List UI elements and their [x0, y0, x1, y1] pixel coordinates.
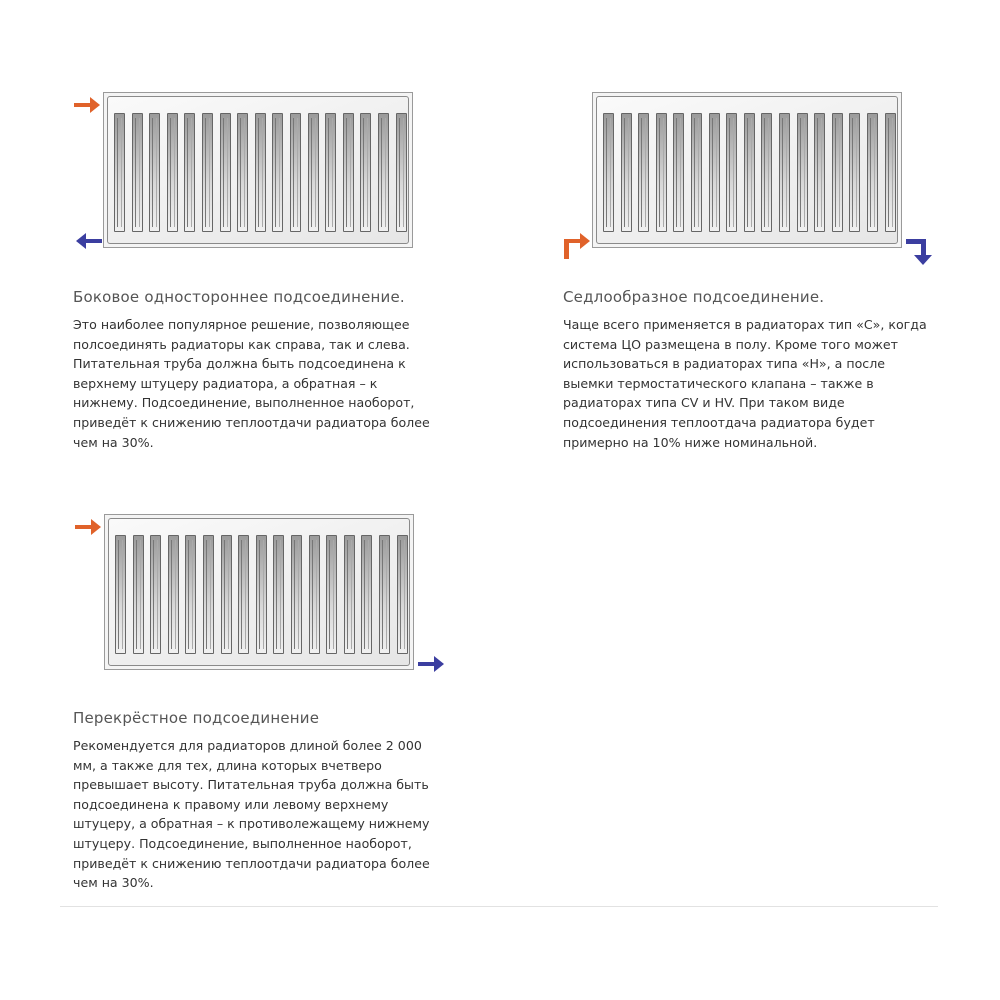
- radiator-fin: [326, 535, 338, 654]
- description-line: полсоединять радиаторы как справа, так и…: [73, 336, 410, 352]
- radiator-fin: [150, 535, 162, 654]
- radiator-fin: [237, 113, 249, 232]
- radiator-fin: [796, 113, 808, 232]
- radiator-fin: [220, 535, 232, 654]
- description-line: штуцеру, а обратная – к противолежащему …: [73, 816, 430, 832]
- description-line: использоваться в радиаторах типа «Н», а …: [563, 356, 886, 372]
- return-arrow-right-icon: [418, 656, 444, 672]
- section-description: Это наиболее популярное решение, позволя…: [73, 315, 453, 452]
- radiator-fin: [708, 113, 720, 232]
- radiator-fin: [655, 113, 667, 232]
- radiator-fin: [620, 113, 632, 232]
- radiator-fin: [308, 535, 320, 654]
- description-line: превышает высоту. Питательная труба долж…: [73, 777, 429, 793]
- supply-arrow-right-icon: [74, 97, 100, 113]
- radiator-fin: [867, 113, 878, 232]
- radiator-fin: [291, 535, 302, 654]
- radiator-fin: [360, 113, 372, 232]
- radiator-fin: [254, 113, 266, 232]
- description-line: Рекомендуется для радиаторов длиной боле…: [73, 738, 422, 753]
- radiator-fin: [831, 113, 843, 232]
- return-arrow-left-icon: [76, 233, 102, 249]
- radiator-fin: [726, 113, 738, 232]
- radiator-fin: [325, 113, 337, 232]
- radiator-fin: [255, 535, 267, 654]
- radiator-fin: [185, 535, 197, 654]
- description-line: выемки термостатического клапана – также…: [563, 375, 874, 391]
- radiator-fin: [395, 113, 407, 232]
- radiator-fin: [114, 113, 125, 232]
- section-description: Чаще всего применяется в радиаторах тип …: [563, 315, 943, 452]
- radiator-fin: [273, 535, 285, 654]
- section-title: Боковое одностороннее подсоединение.: [73, 288, 405, 306]
- description-line: Питательная труба должна быть подсоедине…: [73, 356, 406, 372]
- description-line: радиаторах типа CV и HV. При таком виде: [563, 395, 845, 411]
- section-title: Седлообразное подсоединение.: [563, 288, 825, 306]
- radiator-fin: [184, 113, 196, 232]
- radiator-fin: [272, 113, 284, 232]
- description-line: чем на 30%.: [73, 434, 154, 450]
- radiator-fin: [166, 113, 178, 232]
- description-line: приведёт к снижению теплоотдачи радиатор…: [73, 414, 430, 430]
- radiator-fin: [779, 113, 790, 232]
- description-line: приведёт к снижению теплоотдачи радиатор…: [73, 855, 430, 871]
- description-line: система ЦО размещена в полу. Кроме того …: [563, 336, 899, 352]
- supply-arrow-up-right-icon: [564, 233, 590, 259]
- description-line: Это наиболее популярное решение, позволя…: [73, 317, 410, 332]
- radiator-fin: [691, 113, 702, 232]
- radiator-cross-connection-icon: [104, 514, 414, 670]
- radiator-fin: [307, 113, 319, 232]
- radiator-fin: [149, 113, 161, 232]
- description-line: мм, а также для тех, длина которых вчетв…: [73, 757, 382, 773]
- radiator-fin: [202, 113, 213, 232]
- section-title: Перекрёстное подсоединение: [73, 709, 320, 727]
- divider: [60, 906, 938, 907]
- radiator-fin: [378, 113, 389, 232]
- radiator-fin: [761, 113, 773, 232]
- radiator-fin: [219, 113, 231, 232]
- description-line: подсоединения теплоотдача радиатора буде…: [563, 414, 875, 430]
- description-line: Чаще всего применяется в радиаторах тип …: [563, 317, 927, 332]
- radiator-fin: [673, 113, 685, 232]
- radiator-fin: [115, 535, 126, 654]
- radiator-fin: [343, 535, 355, 654]
- radiator-side-connection-icon: [103, 92, 413, 248]
- radiator-fin: [167, 535, 179, 654]
- description-line: верхнему штуцеру радиатора, а обратная –…: [73, 375, 378, 391]
- radiator-fin: [884, 113, 896, 232]
- radiator-fin: [603, 113, 614, 232]
- description-line: чем на 30%.: [73, 875, 154, 891]
- section-description: Рекомендуется для радиаторов длиной боле…: [73, 736, 453, 893]
- radiator-fin: [203, 535, 214, 654]
- description-line: примерно на 10% ниже номинальной.: [563, 434, 818, 450]
- radiator-fin: [379, 535, 390, 654]
- description-line: подсоединена к правому или левому верхне…: [73, 796, 389, 812]
- radiator-saddle-connection-icon: [592, 92, 902, 248]
- radiator-fin: [238, 535, 250, 654]
- return-arrow-down-icon: [906, 239, 932, 265]
- radiator-fin: [743, 113, 755, 232]
- radiator-fin: [849, 113, 861, 232]
- radiator-fin: [342, 113, 354, 232]
- radiator-fin: [396, 535, 408, 654]
- radiator-fin: [131, 113, 143, 232]
- radiator-fin: [361, 535, 373, 654]
- radiator-fin: [132, 535, 144, 654]
- radiator-fin: [290, 113, 301, 232]
- radiator-fin: [814, 113, 826, 232]
- supply-arrow-right-icon: [75, 519, 101, 535]
- radiator-fin: [638, 113, 650, 232]
- description-line: нижнему. Подсоединение, выполненное наоб…: [73, 395, 415, 411]
- description-line: штуцеру. Подсоединение, выполненное наоб…: [73, 835, 412, 851]
